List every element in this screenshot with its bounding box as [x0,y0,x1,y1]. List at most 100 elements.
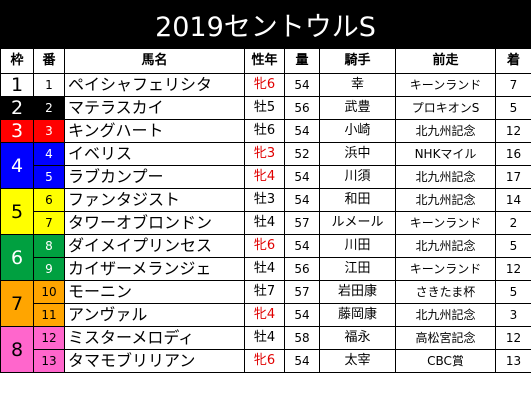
horse-name-cell: ダイメイプリンセス [64,234,245,258]
header-jockey: 騎手 [319,48,396,74]
waku-cell: 6 [0,234,34,281]
jockey-cell: 福永 [319,326,396,350]
waku-cell: 2 [0,96,34,120]
horse-name-cell: モーニン [64,280,245,304]
prev-race-cell: NHKマイル [395,142,496,166]
header-prev-race: 前走 [395,48,496,74]
waku-cell: 5 [0,188,34,235]
weight-cell: 54 [284,303,320,327]
entries-body: 1 1 ペイシャフェリシタ 牝6 54 幸キーンランド 7 2 2 マテラスカイ 牡5 56 武豊 プロキ… [0,73,531,373]
waku-cell: 3 [0,119,34,143]
prev-race-cell: 北九州記念 [395,188,496,212]
sex-age-cell: 牝6 [244,234,285,258]
sex-age-cell: 牡3 [244,188,285,212]
finish-cell: 17 [495,165,531,189]
weight-cell: 54 [284,349,320,373]
finish-cell: 7 [495,73,531,97]
waku-cell: 4 [0,142,34,189]
horse-name-cell: タマモブリリアン [64,349,245,373]
horse-name-cell: アンヴァル [64,303,245,327]
table-row: 13 タマモブリリアン 牝6 54 太宰 CBC賞 13 [1,349,531,373]
table-row: 7 タワーオブロンドン 牡4 57 ルメール キーンランド 2 [1,211,531,235]
sex-age-cell: 牝4 [244,165,285,189]
finish-cell: 16 [495,142,531,166]
sex-age-cell: 牡6 [244,119,285,143]
table-row: 3 3 キングハート 牡6 54 小崎 北九州記念 12 [0,119,531,143]
table-row: 5 ラブカンプー 牝4 54 川須 北九州記念 17 [1,165,531,189]
prev-race-cell: プロキオンS [395,96,496,120]
umaban-cell: 7 [33,211,65,235]
jockey-cell: 川田 [319,234,396,258]
horse-name-cell: マテラスカイ [64,96,245,120]
sex-age-cell: 牡5 [244,96,285,120]
umaban-cell: 1 [33,73,65,97]
horse-name-cell: ミスターメロディ [64,326,245,350]
prev-race-cell: 北九州記念 [395,119,496,143]
table-row: 2 2 マテラスカイ 牡5 56 武豊 プロキオンS 5 [0,96,531,120]
finish-cell: 12 [495,257,531,281]
header-finish: 着 [495,48,531,74]
horse-name-cell: キングハート [64,119,245,143]
finish-cell: 2 [495,211,531,235]
sex-age-cell: 牡4 [244,326,285,350]
weight-cell: 57 [284,280,320,304]
umaban-cell: 8 [33,234,65,258]
sex-age-cell: 牡4 [244,257,285,281]
umaban-cell: 4 [33,142,65,166]
umaban-cell: 6 [33,188,65,212]
jockey-cell: 岩田康 [319,280,396,304]
waku-cell: 7 [0,280,34,327]
horse-name-cell: ラブカンプー [64,165,245,189]
prev-race-cell: さきたま杯 [395,280,496,304]
sex-age-cell: 牝3 [244,142,285,166]
horse-name-cell: カイザーメランジェ [64,257,245,281]
horse-name-cell: ファンタジスト [64,188,245,212]
finish-cell: 12 [495,326,531,350]
table-row: 4 4 イベリス 牝3 52 浜中 NHKマイル 16 [0,142,531,189]
jockey-cell: 江田 [319,257,396,281]
sex-age-cell: 牝4 [244,303,285,327]
prev-race-cell: キーンランド [395,211,496,235]
jockey-cell: 幸 [319,73,396,97]
header-weight: 量 [284,48,320,74]
header-sex-age: 性年 [244,48,285,74]
umaban-cell: 10 [33,280,65,304]
weight-cell: 54 [284,165,320,189]
weight-cell: 56 [284,96,320,120]
prev-race-cell: 北九州記念 [395,303,496,327]
prev-race-cell: 北九州記念 [395,165,496,189]
table-row: 9 カイザーメランジェ 牡4 56 江田 キーンランド 12 [1,257,531,281]
race-title: 2019セントウルS [0,0,531,48]
header-umaban: 番 [33,48,65,74]
umaban-cell: 12 [33,326,65,350]
waku-cell: 8 [0,326,34,373]
weight-cell: 54 [284,119,320,143]
umaban-cell: 2 [33,96,65,120]
prev-race-cell: 高松宮記念 [395,326,496,350]
sex-age-cell: 牝6 [244,73,285,97]
finish-cell: 5 [495,234,531,258]
weight-cell: 58 [284,326,320,350]
jockey-cell: 太宰 [319,349,396,373]
jockey-cell: 藤岡康 [319,303,396,327]
umaban-cell: 3 [33,119,65,143]
finish-cell: 12 [495,119,531,143]
weight-cell: 54 [284,73,320,97]
table-row: 6 8 ダイメイプリンセス 牝6 54 川田 北九州記念 5 [0,234,531,281]
prev-race-cell: 北九州記念 [395,234,496,258]
finish-cell: 13 [495,349,531,373]
jockey-cell: 和田 [319,188,396,212]
table-row: 5 6 ファンタジスト 牡3 54 和田 北九州記念 14 [0,188,531,235]
sex-age-cell: 牡7 [244,280,285,304]
jockey-cell: 武豊 [319,96,396,120]
finish-cell: 5 [495,96,531,120]
horse-name-cell: ペイシャフェリシタ [64,73,245,97]
table-row: 8 12 ミスターメロディ 牡4 58 福永 高松宮記念 12 [0,326,531,373]
entry-table: 枠 番 馬名 性年 量 騎手 前走 着 1 1 ペイシャフェリシタ 牝6 54 幸キーンラ… [0,48,531,373]
header-row: 枠 番 馬名 性年 量 騎手 前走 着 [0,48,531,74]
jockey-cell: 浜中 [319,142,396,166]
sex-age-cell: 牡4 [244,211,285,235]
finish-cell: 5 [495,280,531,304]
weight-cell: 52 [284,142,320,166]
